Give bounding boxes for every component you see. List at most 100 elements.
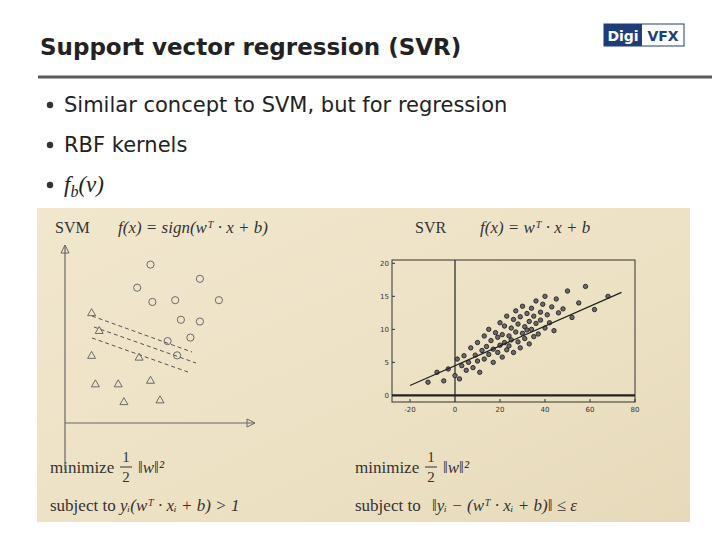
scatter-point bbox=[556, 311, 560, 315]
axis-arrow bbox=[61, 245, 69, 253]
logo-block bbox=[604, 24, 642, 46]
bullet-formula: fb(v) bbox=[64, 172, 104, 200]
formula-rest: (v) bbox=[78, 172, 104, 197]
panel-label: SVM bbox=[55, 219, 90, 236]
scatter-point bbox=[478, 370, 482, 374]
scatter-point bbox=[493, 330, 497, 334]
scatter-point bbox=[554, 297, 558, 301]
fraction-den: 2 bbox=[427, 469, 435, 485]
fraction-bar bbox=[425, 467, 437, 468]
circle-point bbox=[147, 261, 154, 268]
margin-line bbox=[92, 316, 192, 352]
triangle-point bbox=[91, 380, 99, 387]
constraint-verb: subject to bbox=[355, 496, 421, 515]
scatter-point bbox=[457, 377, 461, 381]
margin-line bbox=[94, 327, 196, 363]
scatter-point bbox=[527, 342, 531, 346]
scatter-point bbox=[442, 379, 446, 383]
scatter-point bbox=[498, 321, 502, 325]
scatter-point bbox=[462, 354, 466, 358]
slide-title: Support vector regression (SVR) bbox=[40, 34, 461, 60]
triangle-point bbox=[95, 326, 103, 333]
scatter-point bbox=[536, 332, 540, 336]
zero-line bbox=[454, 260, 455, 402]
scatter-point bbox=[484, 344, 488, 348]
margin-line bbox=[92, 338, 188, 372]
panel-formula: f(x) = wᵀ · x + b bbox=[480, 218, 590, 237]
scatter-point bbox=[500, 355, 504, 359]
scatter-point bbox=[511, 317, 515, 321]
scatter-point bbox=[527, 319, 531, 323]
y-tick-label: 15 bbox=[380, 293, 389, 301]
objective-verb: minimize bbox=[355, 458, 419, 477]
triangle-point bbox=[156, 396, 164, 403]
scatter-point bbox=[464, 368, 468, 372]
circle-point bbox=[177, 316, 184, 323]
axes: -2002040608005101520 bbox=[380, 260, 639, 414]
circle-point bbox=[172, 297, 179, 304]
scatter-point bbox=[500, 332, 504, 336]
triangle-point bbox=[88, 309, 96, 316]
x-tick bbox=[410, 399, 411, 402]
scatter-point bbox=[496, 335, 500, 339]
triangle-point bbox=[135, 353, 143, 360]
circle-point bbox=[164, 338, 171, 345]
scatter-point bbox=[561, 307, 565, 311]
scatter-point bbox=[502, 324, 506, 328]
y-tick-label: 10 bbox=[380, 326, 389, 334]
zero-line bbox=[392, 394, 635, 396]
scatter-point bbox=[487, 352, 491, 356]
fraction-bar bbox=[120, 467, 132, 468]
scatter-point bbox=[460, 363, 464, 367]
scatter-point bbox=[545, 313, 549, 317]
scatter-point bbox=[514, 330, 518, 334]
scatter-point bbox=[534, 299, 538, 303]
axes bbox=[61, 245, 255, 470]
x-tick bbox=[590, 399, 591, 402]
scatter-point bbox=[570, 315, 574, 319]
scatter-point bbox=[487, 327, 491, 331]
logo-text: VFX bbox=[647, 28, 678, 44]
triangle-point bbox=[120, 398, 128, 405]
panel-formula: f(x) = sign(wᵀ · x + b) bbox=[118, 218, 268, 237]
regression-line bbox=[410, 292, 622, 385]
scatter-point bbox=[482, 334, 486, 338]
x-tick bbox=[635, 399, 636, 402]
constraint-expr: yᵢ(wᵀ · xᵢ + b) > 1 bbox=[118, 496, 239, 515]
circle-point bbox=[134, 284, 141, 291]
x-tick-label: 40 bbox=[541, 406, 550, 414]
scatter-point bbox=[455, 357, 459, 361]
x-tick-label: 60 bbox=[586, 406, 595, 414]
fraction-num: 1 bbox=[427, 449, 435, 465]
scatter-point bbox=[538, 318, 542, 322]
fraction-num: 1 bbox=[122, 449, 130, 465]
scatter-point bbox=[534, 321, 538, 325]
bullet-dot bbox=[47, 182, 53, 188]
scatter-point bbox=[480, 348, 484, 352]
logo-frame bbox=[604, 24, 684, 46]
circle-point bbox=[174, 352, 181, 359]
y-tick-label: 20 bbox=[380, 260, 389, 268]
scatter-point bbox=[550, 305, 554, 309]
scatter-point bbox=[475, 359, 479, 363]
objective-verb: minimize bbox=[50, 458, 114, 477]
circle-point bbox=[149, 298, 156, 305]
scatter-point bbox=[509, 326, 513, 330]
scatter-point bbox=[565, 289, 569, 293]
scatter-point bbox=[491, 360, 495, 364]
scatter-point bbox=[482, 357, 486, 361]
scatter-point bbox=[489, 338, 493, 342]
y-tick-label: 5 bbox=[385, 359, 389, 367]
scatter-point bbox=[529, 306, 533, 310]
triangle-point bbox=[88, 351, 96, 358]
plot-marks bbox=[410, 284, 622, 385]
scatter-point bbox=[507, 344, 511, 348]
scatter-point bbox=[505, 314, 509, 318]
x-tick bbox=[545, 399, 546, 402]
scatter-point bbox=[518, 315, 522, 319]
bullet-text: RBF kernels bbox=[64, 133, 187, 157]
circle-point bbox=[196, 275, 203, 282]
panel-label: SVR bbox=[415, 219, 446, 236]
scatter-point bbox=[471, 365, 475, 369]
x-tick bbox=[500, 399, 501, 402]
